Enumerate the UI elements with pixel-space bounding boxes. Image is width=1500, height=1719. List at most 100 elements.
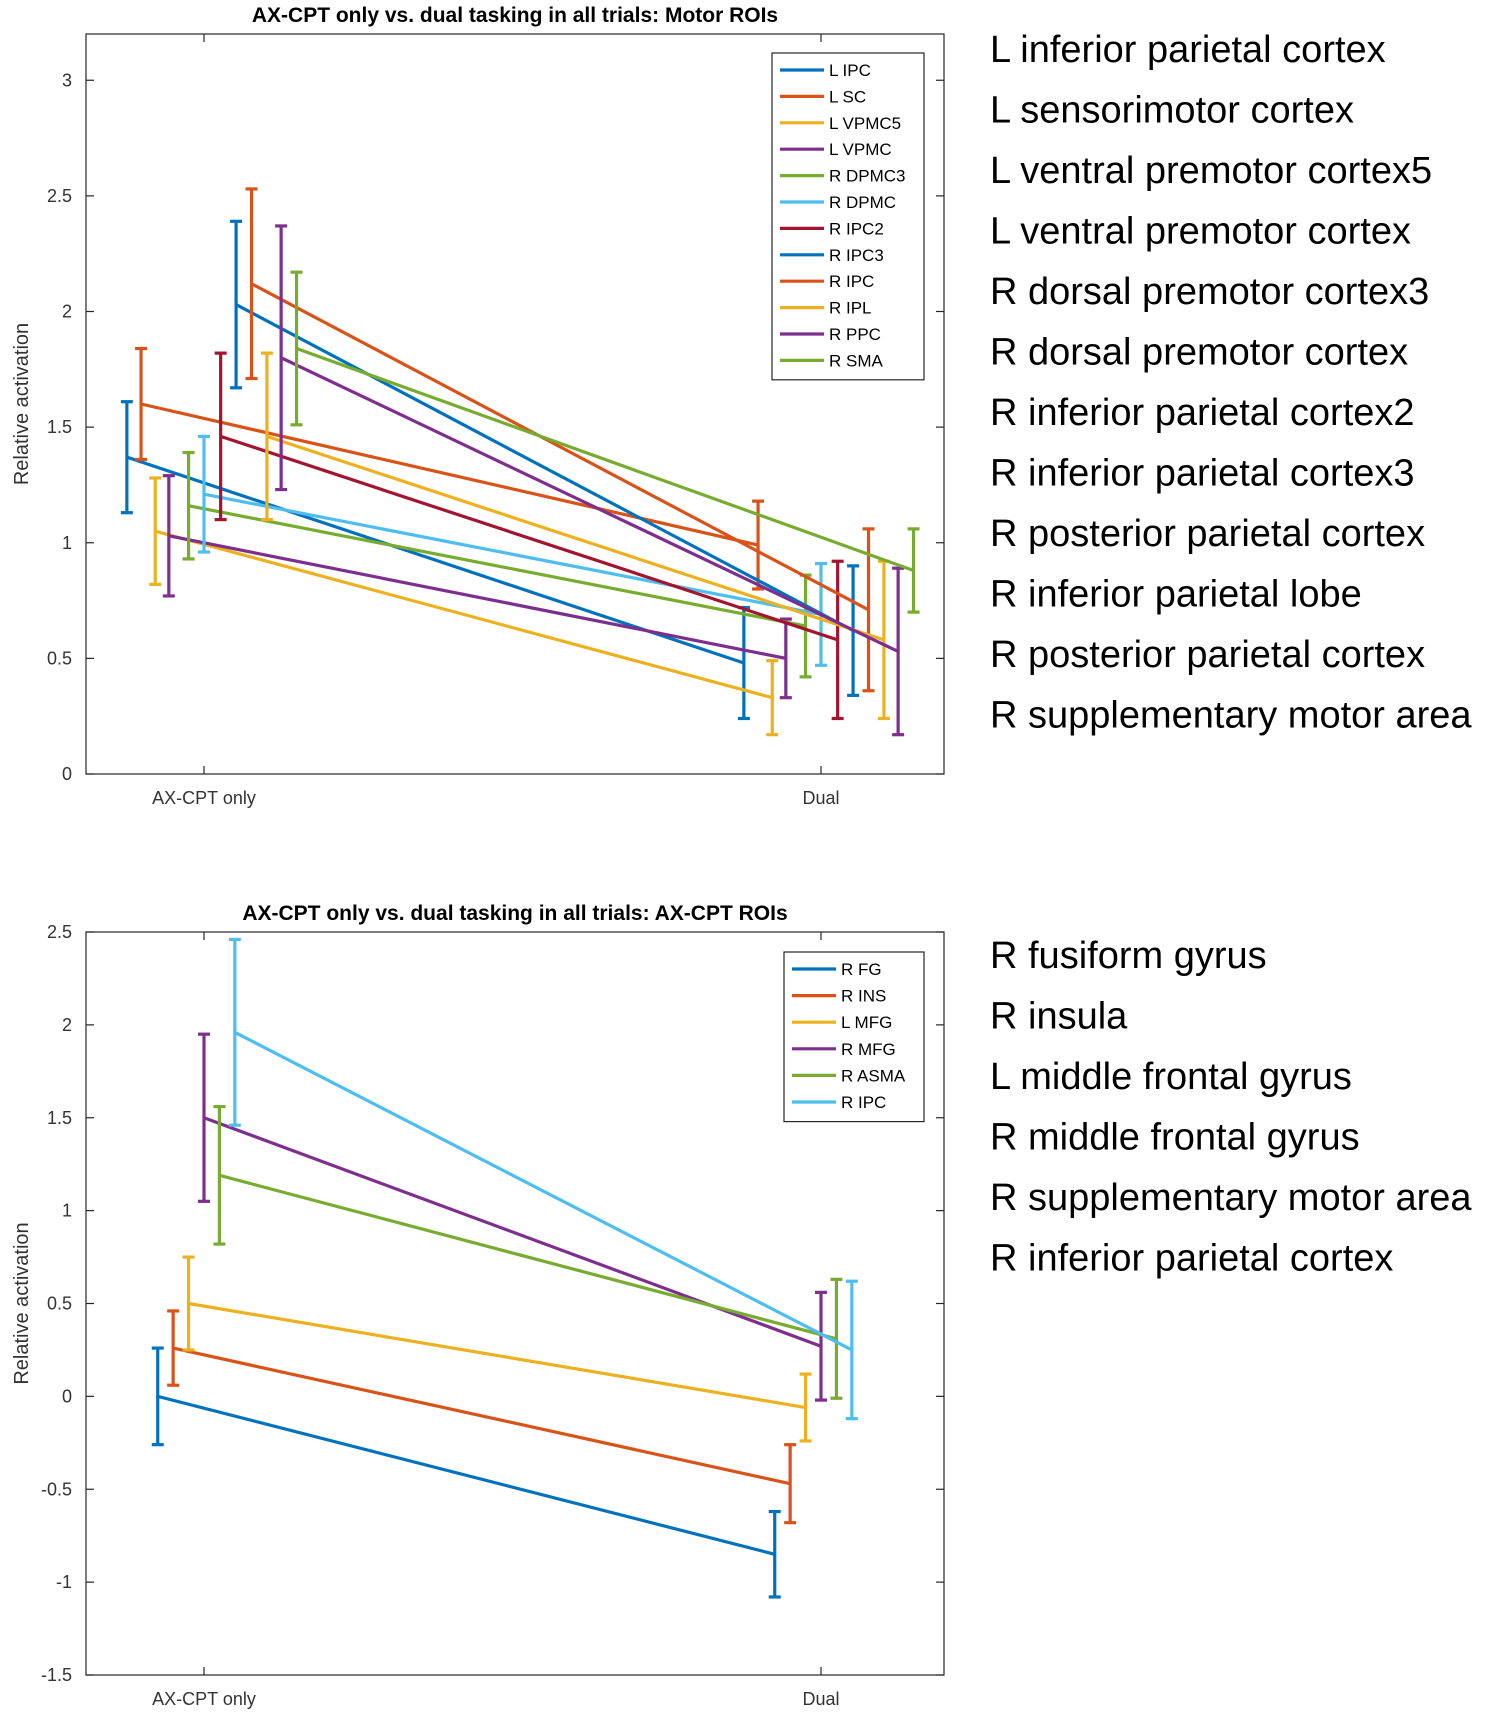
legend-entry: R ASMA (841, 1066, 906, 1085)
motor-axes-box (85, 33, 945, 775)
series-line (188, 504, 806, 628)
legend-entry: R IPL (829, 299, 872, 318)
region-full-name: R middle frontal gyrus (990, 1117, 1360, 1159)
region-full-name: R inferior parietal cortex (990, 1238, 1393, 1280)
motor-series-8 (245, 187, 875, 693)
series-line (280, 356, 899, 653)
motor-series-2 (149, 476, 779, 737)
axcpt-xtick-label: AX-CPT only (152, 1689, 256, 1709)
legend-entry: L VPMC5 (829, 114, 901, 133)
legend-entry: R DPMC (829, 193, 896, 212)
legend-box (783, 951, 925, 1123)
axcpt-legend: R FG R INS L MFG R MFG R ASMA R IPC (783, 951, 925, 1123)
legend-entry: R DPMC3 (829, 167, 906, 186)
legend-entry: L SC (829, 87, 866, 106)
motor-chart: AX-CPT only vs. dual tasking in all tria… (11, 4, 1472, 808)
motor-series-7 (230, 219, 860, 697)
legend-entry: R IPC (829, 272, 874, 291)
motor-series-5 (198, 434, 827, 667)
region-full-name: R dorsal premotor cortex (990, 332, 1408, 374)
legend-entry: L MFG (841, 1013, 892, 1032)
axcpt-ytick-label: 1.5 (47, 1108, 72, 1128)
legend-entry: R MFG (841, 1040, 896, 1059)
axcpt-chart: AX-CPT only vs. dual tasking in all tria… (11, 902, 1472, 1709)
legend-entry: R FG (841, 960, 882, 979)
axcpt-full-name-list: R fusiform gyrus R insula L middle frontal… (990, 935, 1472, 1280)
series-line (203, 492, 822, 617)
motor-ytick-label: 0.5 (47, 648, 72, 668)
series-line (172, 1346, 791, 1486)
motor-series-4 (182, 450, 812, 679)
motor-legend: L IPC L SC L VPMC5 L VPMC R DPMC3 R DPMC R IPC… (771, 52, 925, 381)
motor-chart-title: AX-CPT only vs. dual tasking in all tria… (252, 4, 778, 27)
axcpt-series-0 (151, 1346, 781, 1599)
legend-entry: R IPC (841, 1093, 886, 1112)
region-full-name: R dorsal premotor cortex3 (990, 271, 1429, 313)
axcpt-series-2 (182, 1255, 812, 1443)
motor-ytick-label: 1.5 (47, 417, 72, 437)
series-line (220, 434, 839, 642)
motor-series-9 (260, 351, 890, 721)
region-full-name: R insula (990, 996, 1128, 1038)
axcpt-ytick-label: -0.5 (41, 1479, 72, 1499)
legend-box (771, 52, 925, 381)
axcpt-ytick-label: 1 (62, 1201, 72, 1221)
motor-ytick-label: 0 (62, 764, 72, 784)
motor-series-6 (214, 351, 844, 721)
series-line (168, 534, 787, 660)
region-full-name: R fusiform gyrus (990, 935, 1267, 977)
axcpt-series-5 (228, 937, 858, 1421)
axcpt-ytick-label: 2.5 (47, 922, 72, 942)
series-line (250, 282, 870, 612)
motor-series-11 (290, 270, 920, 614)
motor-xtick-label: AX-CPT only (152, 788, 256, 808)
series-line (296, 346, 915, 573)
region-full-name: R posterior parietal cortex (990, 513, 1425, 555)
series-line (188, 1301, 806, 1410)
series-line (234, 1030, 853, 1352)
axcpt-chart-title: AX-CPT only vs. dual tasking in all tria… (242, 902, 787, 925)
axcpt-series-1 (167, 1309, 797, 1525)
series-line (235, 303, 854, 633)
axcpt-series-3 (198, 1032, 827, 1402)
motor-ytick-label: 1 (62, 533, 72, 553)
motor-xtick-label: Dual (802, 788, 839, 808)
region-full-name: R inferior parietal lobe (990, 574, 1362, 616)
series-line (154, 529, 773, 700)
motor-series-1 (135, 346, 765, 591)
motor-series-0 (120, 400, 750, 721)
region-full-name: R inferior parietal cortex3 (990, 453, 1415, 495)
legend-entry: L VPMC (829, 140, 892, 159)
region-full-name: R supplementary motor area (990, 1177, 1472, 1219)
legend-entry: R IPC3 (829, 246, 884, 265)
axcpt-series-4 (213, 1105, 843, 1400)
series-line (157, 1394, 776, 1556)
region-full-name: L sensorimotor cortex (990, 90, 1354, 132)
region-full-name: R posterior parietal cortex (990, 634, 1425, 676)
series-line (219, 1173, 837, 1341)
region-full-name: L ventral premotor cortex5 (990, 150, 1432, 192)
axcpt-ylabel: Relative activation (11, 1222, 33, 1384)
legend-entry: R PPC (829, 325, 881, 344)
motor-ytick-label: 2 (62, 302, 72, 322)
motor-ylabel: Relative activation (11, 323, 33, 485)
axcpt-ytick-label: 2 (62, 1015, 72, 1035)
axcpt-ytick-label: -1.5 (41, 1665, 72, 1685)
axcpt-xtick-label: Dual (802, 1689, 839, 1709)
legend-entry: R INS (841, 987, 886, 1006)
legend-entry: R SMA (829, 351, 884, 370)
region-full-name: L middle frontal gyrus (990, 1056, 1352, 1098)
series-line (266, 434, 885, 642)
axcpt-ytick-label: -1 (56, 1572, 72, 1592)
axcpt-ytick-label: 0.5 (47, 1294, 72, 1314)
series-line (140, 402, 759, 547)
region-full-name: L ventral premotor cortex (990, 211, 1411, 253)
motor-full-name-list: L inferior parietal cortex L sensorimotor… (990, 29, 1472, 737)
region-full-name: L inferior parietal cortex (990, 29, 1386, 71)
legend-entry: L IPC (829, 61, 871, 80)
region-full-name: R inferior parietal cortex2 (990, 392, 1415, 434)
motor-series-10 (275, 224, 905, 737)
motor-ytick-label: 3 (62, 70, 72, 90)
axcpt-ytick-label: 0 (62, 1386, 72, 1406)
